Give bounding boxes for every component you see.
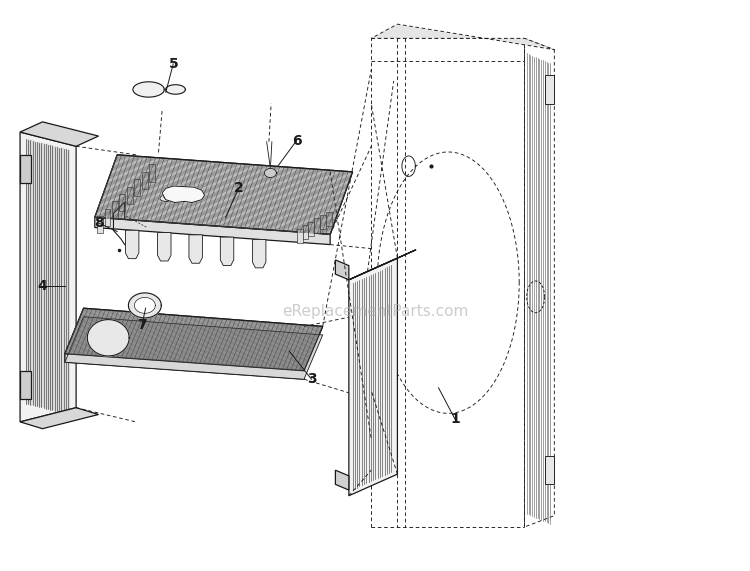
Polygon shape — [94, 155, 352, 234]
Polygon shape — [314, 219, 320, 232]
Polygon shape — [112, 202, 118, 219]
Polygon shape — [265, 168, 276, 178]
Polygon shape — [20, 408, 98, 429]
Polygon shape — [134, 297, 155, 313]
Text: eReplacementParts.com: eReplacementParts.com — [282, 304, 468, 319]
Polygon shape — [158, 232, 171, 261]
Polygon shape — [20, 371, 32, 399]
Polygon shape — [65, 353, 304, 379]
Text: 1: 1 — [450, 412, 460, 426]
Polygon shape — [220, 237, 234, 266]
Polygon shape — [302, 226, 308, 239]
Polygon shape — [20, 122, 98, 146]
Polygon shape — [349, 258, 398, 496]
Polygon shape — [104, 209, 110, 226]
Polygon shape — [189, 235, 202, 263]
Polygon shape — [326, 212, 332, 226]
Polygon shape — [65, 317, 322, 379]
Polygon shape — [149, 164, 155, 182]
Text: 8: 8 — [94, 216, 104, 230]
Polygon shape — [335, 260, 349, 280]
Text: 3: 3 — [307, 372, 316, 386]
Polygon shape — [94, 218, 330, 244]
Polygon shape — [87, 320, 129, 356]
Polygon shape — [253, 239, 266, 268]
Polygon shape — [142, 172, 148, 189]
Polygon shape — [128, 293, 161, 318]
Polygon shape — [308, 222, 314, 236]
Polygon shape — [349, 250, 416, 280]
Polygon shape — [160, 192, 183, 202]
Polygon shape — [162, 186, 205, 203]
Text: 7: 7 — [137, 318, 147, 332]
Polygon shape — [545, 75, 554, 104]
Polygon shape — [166, 85, 185, 94]
Polygon shape — [335, 470, 349, 490]
Polygon shape — [119, 194, 125, 211]
Polygon shape — [545, 456, 554, 484]
Polygon shape — [97, 216, 103, 233]
Polygon shape — [125, 230, 139, 259]
Polygon shape — [134, 179, 140, 196]
Polygon shape — [127, 187, 133, 204]
Text: 6: 6 — [292, 134, 302, 147]
Polygon shape — [320, 215, 326, 229]
Text: 5: 5 — [168, 57, 178, 71]
Polygon shape — [20, 155, 32, 183]
Polygon shape — [20, 132, 76, 422]
Polygon shape — [371, 24, 554, 50]
Polygon shape — [133, 82, 164, 97]
Text: 4: 4 — [38, 279, 47, 292]
Polygon shape — [296, 228, 302, 243]
Text: 2: 2 — [234, 181, 244, 195]
Polygon shape — [65, 308, 322, 371]
